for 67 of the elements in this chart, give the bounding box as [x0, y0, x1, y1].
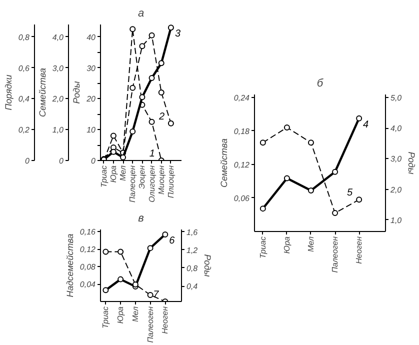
y2-tick-label: 0,4: [186, 282, 198, 292]
y2-axis-title: Семейства: [37, 68, 48, 118]
y2-tick-label: 2,0: [390, 185, 402, 194]
y2-tick-label: 1,0: [52, 126, 64, 135]
y-tick-label: 0,12: [234, 160, 250, 170]
y-axis-title: Роды: [72, 80, 82, 104]
series-label: 1: [149, 148, 155, 160]
x-tick-label: Триас: [101, 306, 110, 328]
x-tick-label: Юра: [282, 236, 292, 254]
x-tick-label: Мел: [118, 165, 128, 181]
x-tick-label: Олигоцен: [147, 164, 156, 202]
y2-tick-label: 0: [59, 156, 64, 166]
y2-axis-title: Роды: [406, 152, 417, 175]
y-axis-title: Семейства: [218, 138, 229, 188]
x-tick-label: Миоцен: [156, 164, 166, 194]
x-tick-label: Неоген: [354, 236, 364, 264]
x-tick-label: Плиоцен: [166, 164, 176, 198]
y2-tick-label: 4,0: [52, 32, 64, 42]
y3-tick-label: 0,6: [18, 64, 30, 73]
x-tick-label: Триас: [99, 166, 108, 188]
chart-title: а: [138, 8, 144, 20]
y2-tick-label: 1,2: [186, 246, 198, 255]
x-tick-label: Мел: [130, 306, 140, 322]
x-tick-label: Мел: [306, 236, 316, 252]
y2-tick-label: 3,0: [390, 154, 402, 164]
y-tick-label: 30: [86, 64, 96, 73]
y3-tick-label: 0,2: [18, 126, 30, 135]
y2-tick-label: 3,0: [52, 64, 64, 73]
y2-axis-title: Роды: [202, 254, 213, 278]
y2-tick-label: 1,6: [186, 228, 198, 237]
x-tick-label: Юра: [116, 306, 126, 324]
y-tick-label: 0,16: [80, 228, 96, 237]
y-tick-label: 0,12: [80, 245, 96, 254]
y-tick-label: 0,24: [234, 93, 250, 102]
chart-title: б: [316, 78, 324, 90]
series-label: 4: [363, 119, 370, 130]
y-axis-title: Надсемейства: [64, 234, 75, 298]
y-tick-label: 0,04: [80, 280, 96, 290]
x-tick-label: Палеоген: [330, 236, 340, 273]
x-tick-label: Триас: [258, 236, 268, 258]
x-tick-label: Палеоцен: [128, 164, 138, 202]
y-tick-label: 0,08: [80, 262, 96, 272]
y3-tick-label: 0,8: [18, 32, 30, 42]
y2-tick-label: 4,0: [390, 124, 402, 134]
series-label: 5: [347, 188, 354, 199]
series-label: 7: [153, 290, 160, 300]
x-tick-label: Эоцен: [138, 164, 147, 189]
chart-title: в: [138, 212, 144, 224]
series-label: 3: [174, 28, 181, 40]
series-label: 2: [158, 111, 165, 122]
y-tick-label: 0,06: [234, 194, 250, 203]
x-tick-label: Юра: [108, 164, 118, 183]
y-tick-label: 0: [91, 156, 96, 166]
y-tick-label: 10: [86, 126, 96, 135]
y-tick-label: 40: [86, 32, 96, 42]
y2-tick-label: 2,0: [51, 94, 64, 104]
series-label: 6: [169, 235, 176, 246]
y3-axis-title: Порядки: [3, 74, 14, 110]
y3-tick-label: 0,4: [18, 94, 30, 104]
y3-tick-label: 0: [25, 156, 30, 166]
y-tick-label: 0,18: [234, 126, 250, 136]
y2-tick-label: 0,8: [186, 264, 198, 273]
x-tick-label: Неоген: [160, 306, 170, 334]
y2-tick-label: 5,0: [390, 94, 402, 103]
y2-tick-label: 1,0: [390, 216, 402, 225]
y-tick-label: 20: [86, 94, 96, 104]
x-tick-label: Палеоген: [146, 306, 155, 343]
